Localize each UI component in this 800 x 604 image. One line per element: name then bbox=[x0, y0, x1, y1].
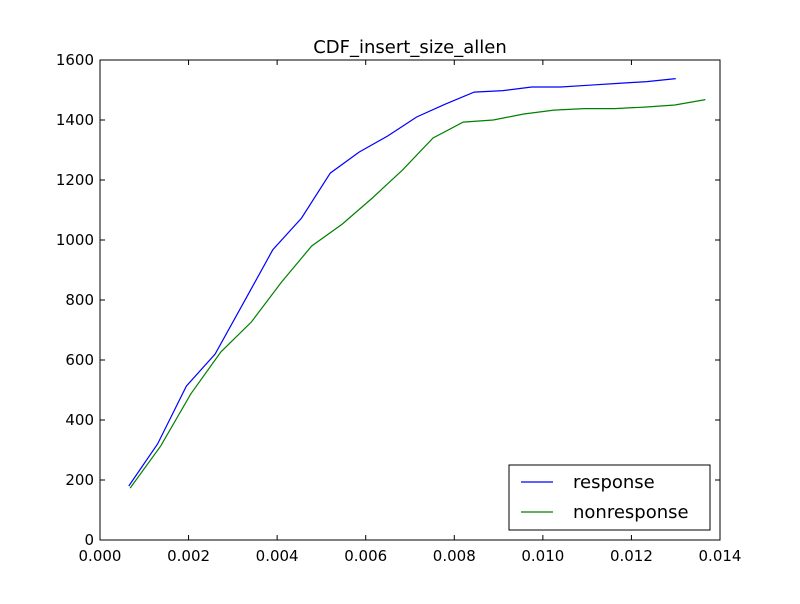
y-axis-tick-labels: 0 200 400 600 800 1000 1200 1400 1600 bbox=[56, 51, 94, 549]
y-tick-label: 0 bbox=[84, 531, 94, 549]
legend: response nonresponse bbox=[508, 464, 711, 531]
x-axis-tick-labels: 0.000 0.002 0.004 0.006 0.008 0.010 0.012 0.014 bbox=[79, 547, 742, 565]
legend-entries: response nonresponse bbox=[521, 472, 689, 523]
legend-label-response: response bbox=[573, 472, 655, 493]
y-tick-label: 1400 bbox=[56, 111, 94, 129]
plot-lines bbox=[128, 78, 706, 489]
y-tick-label: 1000 bbox=[56, 231, 94, 249]
legend-label-nonresponse: nonresponse bbox=[573, 502, 689, 523]
x-tick-label: 0.000 bbox=[79, 547, 122, 565]
x-tick-label: 0.010 bbox=[521, 547, 564, 565]
y-tick-label: 1600 bbox=[56, 51, 94, 69]
legend-box bbox=[508, 464, 711, 531]
series-line-nonresponse bbox=[129, 99, 706, 489]
y-axis-ticks bbox=[100, 59, 720, 541]
x-tick-label: 0.014 bbox=[699, 547, 742, 565]
series-line-response bbox=[128, 78, 676, 487]
y-tick-label: 400 bbox=[65, 411, 94, 429]
y-tick-label: 600 bbox=[65, 351, 94, 369]
x-axis-ticks bbox=[99, 60, 721, 540]
chart-title: CDF_insert_size_allen bbox=[313, 37, 507, 58]
y-tick-label: 200 bbox=[65, 471, 94, 489]
x-tick-label: 0.002 bbox=[167, 547, 210, 565]
x-tick-label: 0.006 bbox=[344, 547, 387, 565]
x-tick-label: 0.004 bbox=[256, 547, 299, 565]
y-tick-label: 800 bbox=[65, 291, 94, 309]
x-tick-label: 0.012 bbox=[610, 547, 653, 565]
x-tick-label: 0.008 bbox=[433, 547, 476, 565]
y-tick-label: 1200 bbox=[56, 171, 94, 189]
